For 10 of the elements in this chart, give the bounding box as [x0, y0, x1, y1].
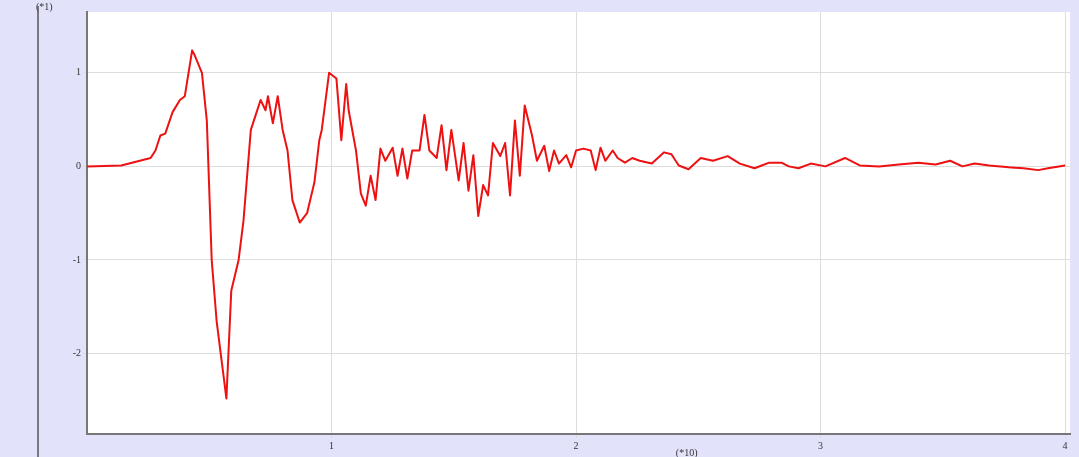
- y-tick-label: -2: [72, 347, 81, 359]
- y-tick-label: 0: [76, 160, 81, 172]
- y-axis-title: (*1): [36, 0, 53, 13]
- x-tick-label: 3: [818, 439, 824, 451]
- x-axis-title: (*10): [675, 446, 698, 457]
- y-tick-label: -1: [72, 253, 81, 265]
- x-tick-label: 4: [1062, 439, 1068, 451]
- x-tick-label: 1: [329, 439, 335, 451]
- x-tick-label: 2: [573, 439, 579, 451]
- y-tick-label: 1: [76, 66, 81, 78]
